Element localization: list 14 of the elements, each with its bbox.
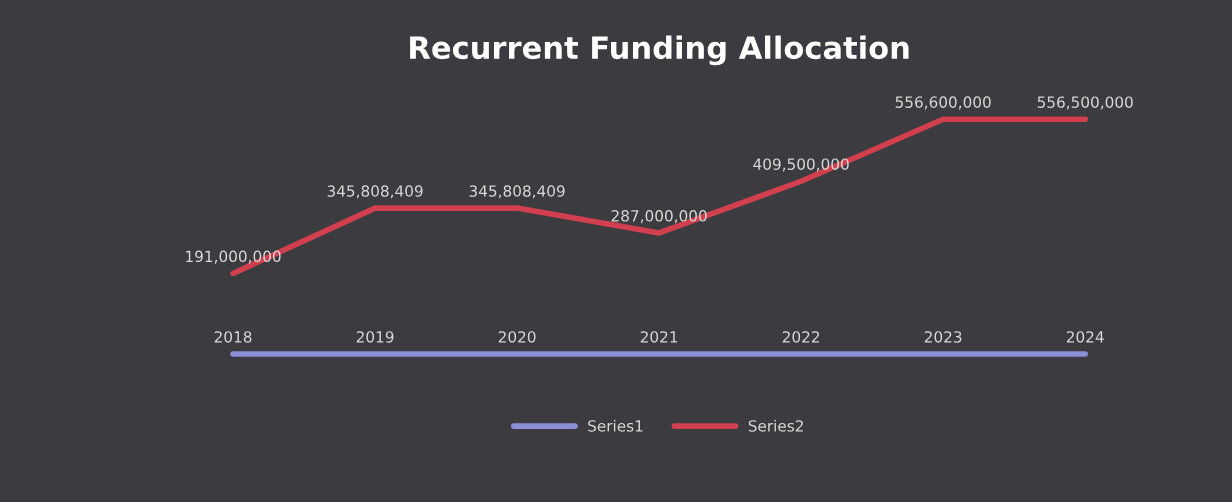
data-label: 2021 <box>640 331 678 343</box>
data-label: 556,500,000 <box>1037 96 1133 110</box>
chart-title: Recurrent Funding Allocation <box>410 35 909 66</box>
data-label: 2024 <box>1066 331 1104 343</box>
data-label: 345,808,409 <box>327 185 423 199</box>
data-label: 2018 <box>214 331 252 343</box>
data-label: 556,600,000 <box>895 96 991 110</box>
data-label: 2022 <box>782 331 820 343</box>
data-label: 2023 <box>924 331 962 343</box>
legend-label: Series1 <box>588 419 643 432</box>
data-label: 2020 <box>498 331 536 343</box>
data-label: 345,808,409 <box>469 185 565 199</box>
legend-label: Series2 <box>748 419 803 432</box>
data-label: 2019 <box>356 331 394 343</box>
